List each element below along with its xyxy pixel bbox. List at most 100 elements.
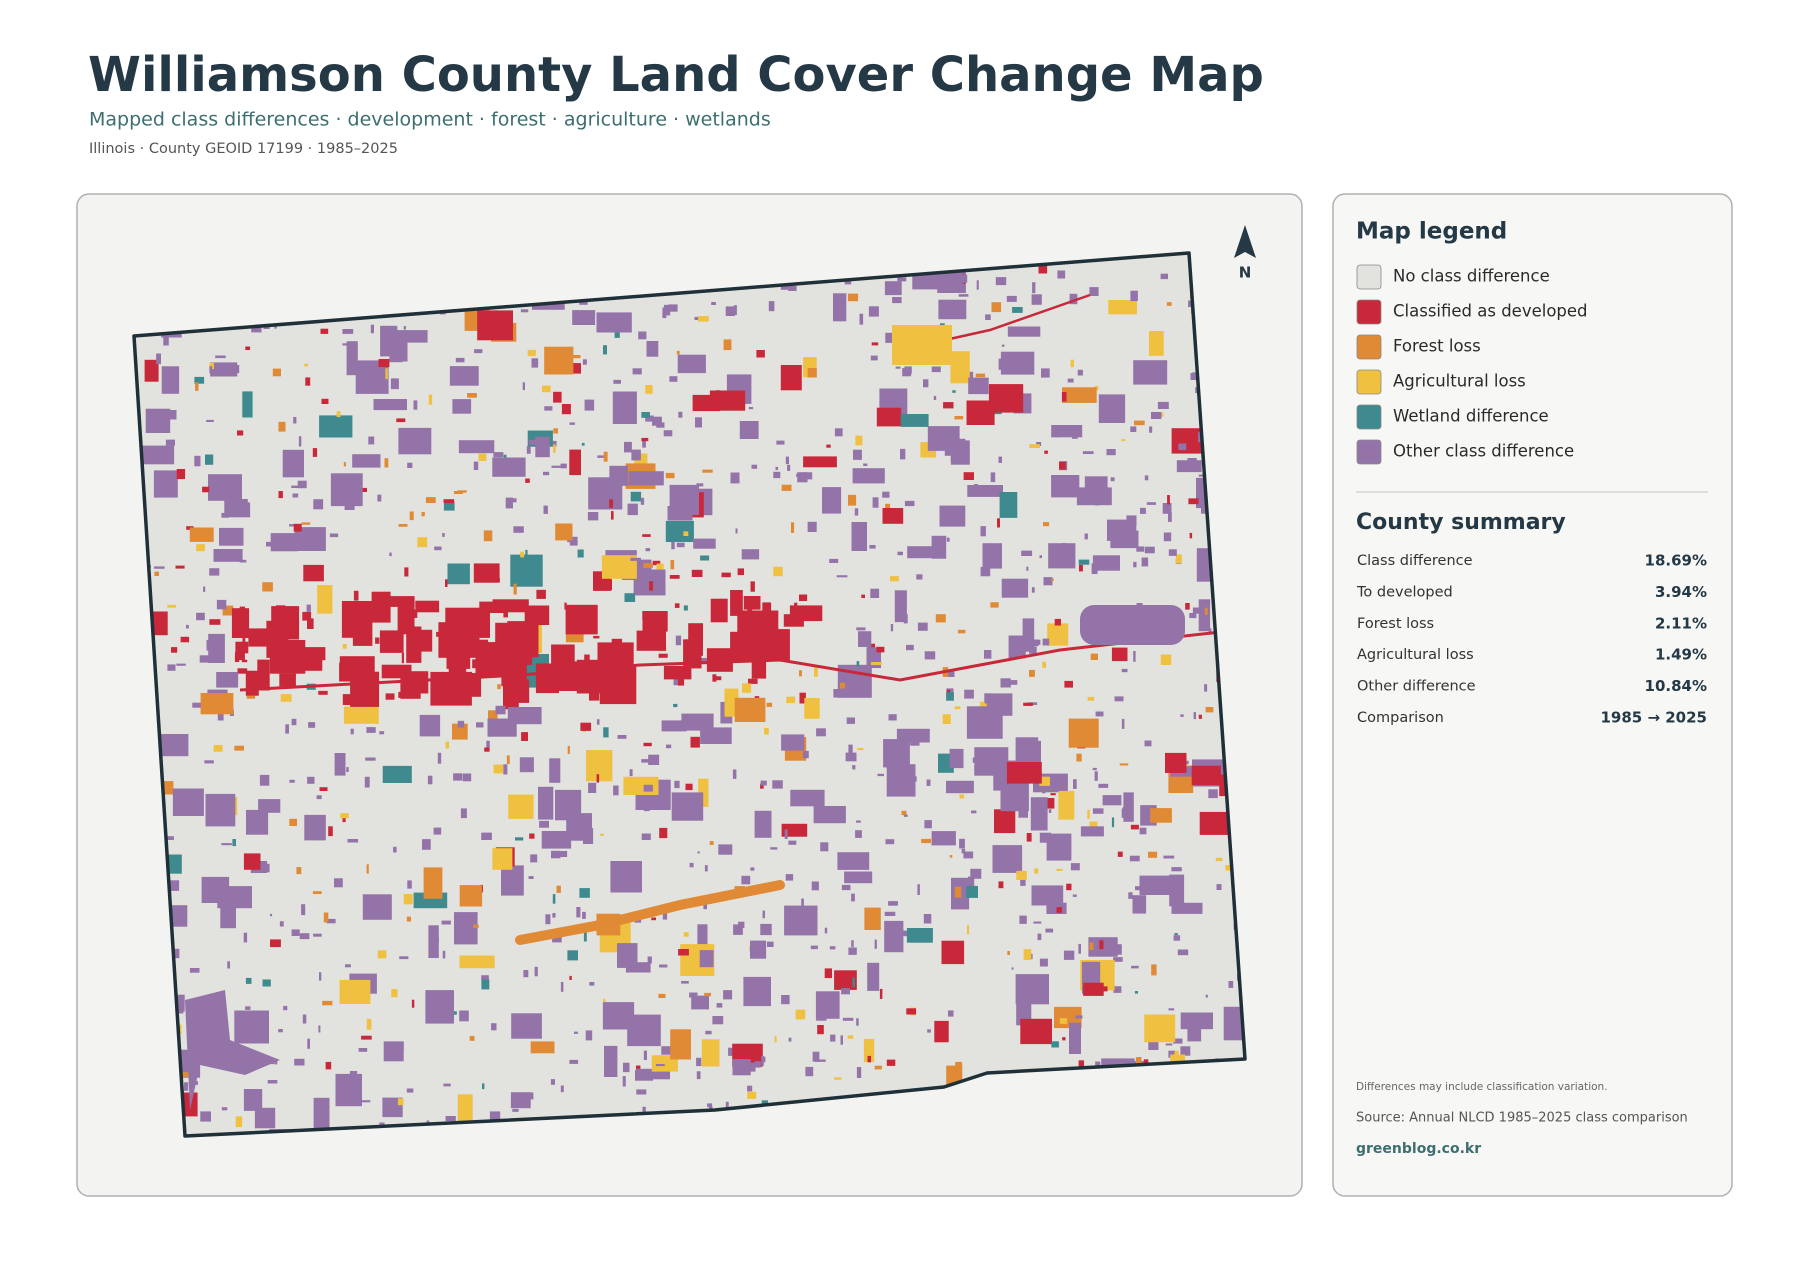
change-patch bbox=[342, 644, 347, 649]
change-patch bbox=[202, 486, 210, 493]
change-patch bbox=[1024, 975, 1033, 986]
change-patch bbox=[307, 776, 315, 784]
urban-block bbox=[257, 659, 270, 691]
change-patch bbox=[816, 728, 826, 737]
change-patch bbox=[954, 886, 962, 898]
change-patch bbox=[1191, 765, 1221, 786]
change-patch bbox=[748, 407, 754, 410]
change-patch bbox=[781, 823, 808, 837]
change-patch bbox=[469, 1035, 475, 1041]
change-patch bbox=[1180, 714, 1184, 717]
change-patch bbox=[963, 472, 974, 480]
change-patch bbox=[204, 760, 214, 764]
change-patch bbox=[641, 759, 650, 763]
change-patch bbox=[1008, 635, 1026, 659]
change-patch bbox=[910, 738, 920, 746]
change-patch bbox=[467, 393, 477, 398]
change-patch bbox=[704, 992, 711, 997]
urban-block bbox=[535, 663, 559, 694]
change-patch bbox=[543, 505, 548, 514]
change-patch bbox=[699, 950, 714, 968]
change-patch bbox=[457, 1094, 473, 1124]
change-patch bbox=[627, 503, 638, 516]
change-patch bbox=[643, 563, 653, 568]
change-patch bbox=[428, 925, 439, 958]
change-patch bbox=[290, 658, 323, 671]
legend-label: Forest loss bbox=[1393, 337, 1481, 356]
change-patch bbox=[795, 1009, 806, 1020]
change-patch bbox=[712, 1016, 724, 1025]
change-patch bbox=[846, 717, 855, 724]
change-patch bbox=[931, 535, 947, 559]
change-patch bbox=[481, 975, 489, 980]
change-patch bbox=[342, 694, 354, 705]
change-patch bbox=[651, 917, 656, 921]
change-patch bbox=[1016, 870, 1027, 880]
change-patch bbox=[1031, 885, 1064, 906]
change-patch bbox=[1150, 808, 1172, 823]
change-patch bbox=[856, 661, 860, 667]
change-patch bbox=[1204, 684, 1208, 692]
change-patch bbox=[774, 1036, 777, 1043]
change-patch bbox=[1168, 512, 1172, 522]
change-patch bbox=[321, 398, 329, 404]
change-patch bbox=[1166, 302, 1172, 306]
change-patch bbox=[246, 695, 256, 699]
change-patch bbox=[569, 1059, 579, 1064]
change-patch bbox=[741, 549, 760, 560]
urban-block bbox=[524, 605, 550, 625]
change-patch bbox=[375, 637, 380, 644]
change-patch bbox=[434, 546, 442, 551]
change-patch bbox=[560, 982, 564, 992]
change-patch bbox=[1030, 797, 1048, 831]
change-patch bbox=[216, 672, 239, 688]
change-patch bbox=[544, 346, 574, 375]
change-patch bbox=[712, 674, 717, 682]
change-patch bbox=[459, 955, 495, 969]
change-patch bbox=[676, 542, 685, 548]
change-patch bbox=[750, 940, 767, 959]
change-patch bbox=[943, 402, 954, 409]
change-patch bbox=[640, 497, 645, 505]
change-patch bbox=[359, 1100, 371, 1103]
change-patch bbox=[154, 566, 165, 569]
change-patch bbox=[1129, 855, 1140, 862]
change-patch bbox=[366, 864, 369, 874]
change-patch bbox=[868, 306, 879, 317]
change-patch bbox=[318, 1025, 321, 1033]
change-patch bbox=[553, 444, 556, 453]
change-patch bbox=[319, 415, 353, 438]
change-patch bbox=[1173, 1038, 1183, 1044]
change-patch bbox=[459, 885, 483, 907]
change-patch bbox=[304, 363, 308, 367]
change-patch bbox=[298, 436, 302, 447]
urban-block bbox=[760, 629, 790, 661]
change-patch bbox=[1056, 907, 1062, 913]
change-patch bbox=[979, 753, 988, 762]
change-patch bbox=[876, 407, 902, 427]
change-patch bbox=[611, 511, 614, 520]
change-patch bbox=[1070, 359, 1074, 368]
site-link[interactable]: greenblog.co.kr bbox=[1356, 1141, 1481, 1157]
change-patch bbox=[900, 448, 906, 460]
change-patch bbox=[1165, 1043, 1173, 1046]
change-patch bbox=[569, 449, 581, 476]
change-patch bbox=[296, 867, 302, 875]
change-patch bbox=[1056, 868, 1063, 871]
change-patch bbox=[189, 968, 200, 973]
change-patch bbox=[822, 487, 842, 514]
change-patch bbox=[980, 526, 986, 537]
change-patch bbox=[1095, 497, 1100, 506]
ag-cluster bbox=[892, 325, 952, 365]
change-patch bbox=[301, 904, 306, 916]
change-patch bbox=[462, 773, 472, 782]
change-patch bbox=[826, 444, 831, 448]
change-patch bbox=[670, 560, 675, 570]
summary-value: 10.84% bbox=[1645, 677, 1707, 695]
change-patch bbox=[1198, 599, 1211, 632]
change-patch bbox=[530, 854, 538, 863]
change-patch bbox=[564, 602, 567, 610]
change-patch bbox=[1117, 851, 1123, 857]
change-patch bbox=[1177, 949, 1189, 956]
change-patch bbox=[845, 752, 857, 762]
